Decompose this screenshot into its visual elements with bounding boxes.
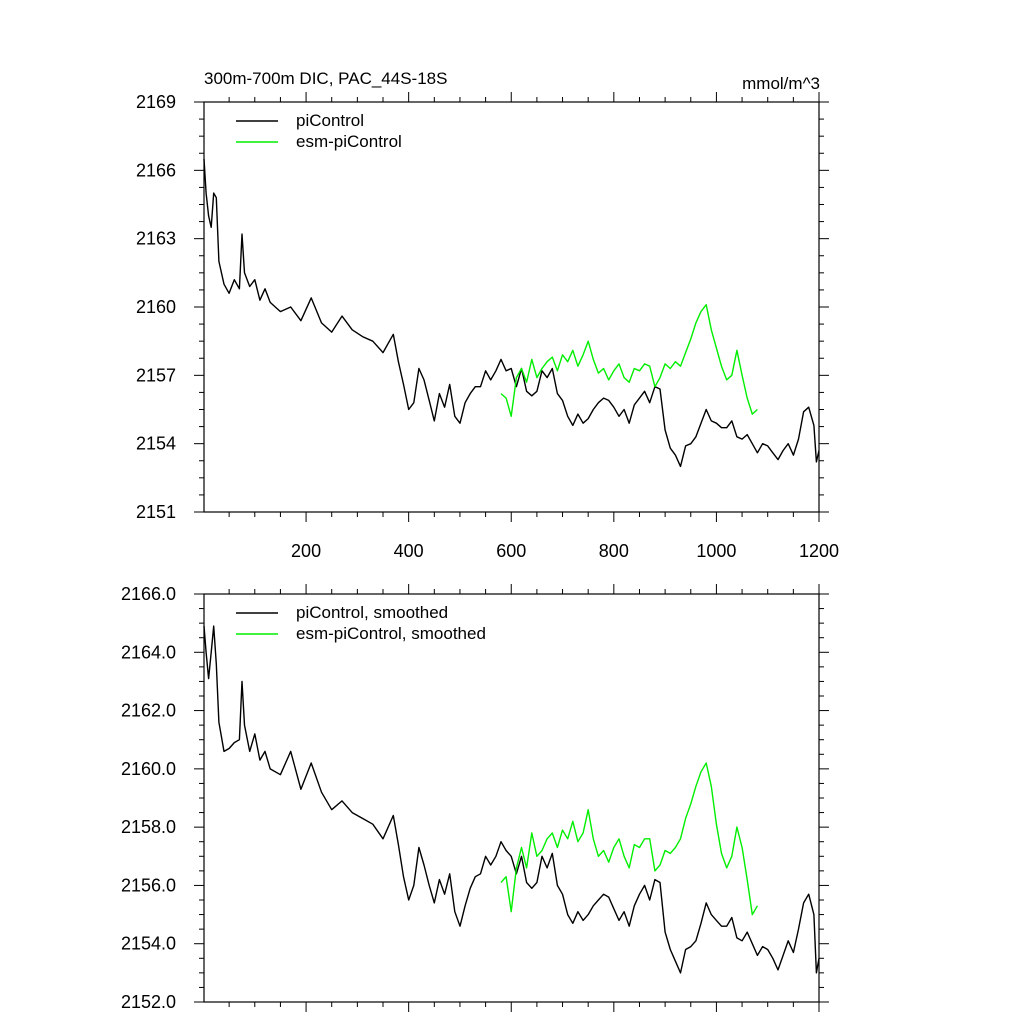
y-tick-label: 2163 [136, 229, 176, 249]
chart-title: 300m-700m DIC, PAC_44S-18S [204, 69, 447, 88]
y-tick-label: 2156.0 [121, 875, 176, 895]
y-tick-label: 2169 [136, 92, 176, 112]
series-line-picontrol [203, 158, 820, 468]
series-line-esm-picontrol [500, 304, 758, 417]
y-tick-label: 2158.0 [121, 817, 176, 837]
y-tick-label: 2154.0 [121, 934, 176, 954]
x-tick-label: 600 [496, 541, 526, 561]
x-tick-label: 1000 [696, 541, 736, 561]
y-tick-label: 2152.0 [121, 992, 176, 1012]
y-tick-label: 2166.0 [121, 584, 176, 604]
y-tick-label: 2154 [136, 434, 176, 454]
x-tick-label: 1200 [799, 541, 839, 561]
y-tick-label: 2162.0 [121, 701, 176, 721]
series-line-picontrol [203, 625, 820, 974]
legend-label: piControl [296, 111, 364, 130]
series-line-esm-picontrol [500, 762, 759, 916]
legend-label: esm-piControl, smoothed [296, 624, 486, 643]
y-tick-label: 2160.0 [121, 759, 176, 779]
legend-label: piControl, smoothed [296, 603, 448, 622]
legend-label: esm-piControl [296, 132, 402, 151]
plot-frame [203, 101, 820, 513]
plot-frame [203, 593, 820, 1003]
y-tick-label: 2166 [136, 160, 176, 180]
units-label: mmol/m^3 [742, 74, 820, 93]
y-tick-label: 2157 [136, 365, 176, 385]
y-tick-label: 2151 [136, 502, 176, 522]
x-tick-label: 800 [599, 541, 629, 561]
y-tick-label: 2160 [136, 297, 176, 317]
bottom-panel: 2152.0 2154.0 2156.0 2158.0 2160.0 2162.0 2164… [121, 584, 829, 1012]
y-tick-label: 2164.0 [121, 642, 176, 662]
x-tick-label: 400 [394, 541, 424, 561]
x-tick-label: 200 [291, 541, 321, 561]
top-panel: 200 400 600 800 1000 1200 2151 2154 2157 2160 2163… [136, 92, 839, 561]
